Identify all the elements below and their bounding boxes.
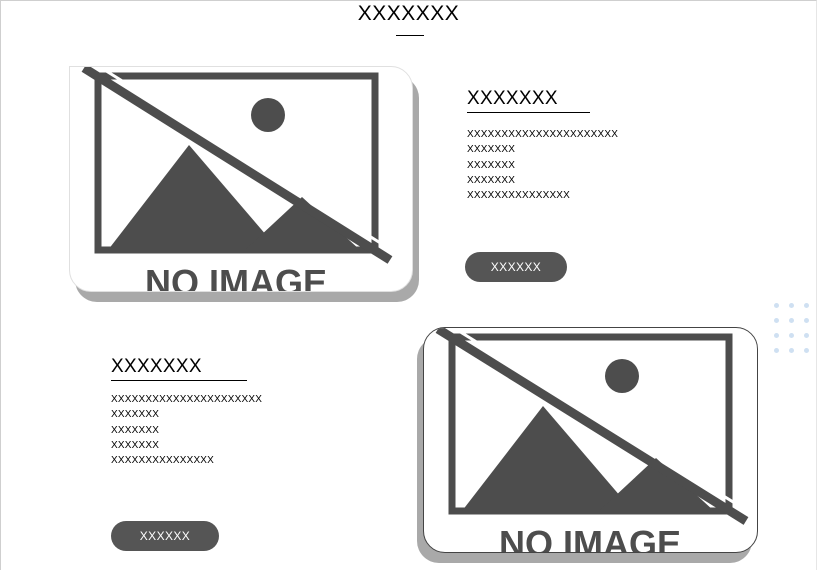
feature-text-line: XXXXXXXXXXXXXXXXXXXXXX <box>467 129 619 140</box>
no-image-text: NO IMAGE <box>499 523 681 552</box>
feature-text-line: XXXXXXX <box>467 159 516 171</box>
feature-text-line: XXXXXXXXXXXXXXXXXXXXXX <box>111 394 263 405</box>
no-image-text: NO IMAGE <box>145 262 327 291</box>
feature-text-line: XXXXXXXXXXXXXXX <box>467 190 571 202</box>
no-image-icon: NO IMAGE <box>81 67 393 291</box>
feature-text-line: XXXXXXX <box>111 409 160 421</box>
feature-heading-1: XXXXXXX <box>467 88 558 109</box>
no-image-icon: NO IMAGE <box>435 328 749 552</box>
feature-rule-1 <box>467 112 590 113</box>
feature-image-1: NO IMAGE <box>69 66 413 292</box>
dot-grid-decoration <box>772 303 816 365</box>
feature-image-2: NO IMAGE <box>423 327 758 553</box>
feature-text-1: XXXXXXXXXXXXXXXXXXXXXX XXXXXXX XXXXXXX X… <box>467 127 618 203</box>
feature-button-2[interactable]: XXXXXX <box>111 521 219 551</box>
title-underline <box>396 35 424 36</box>
feature-rule-2 <box>111 380 247 381</box>
feature-text-line: XXXXXXX <box>111 439 160 451</box>
feature-text-line: XXXXXXX <box>111 424 160 436</box>
feature-text-line: XXXXXXXXXXXXXXX <box>111 455 215 467</box>
feature-text-line: XXXXXXX <box>467 144 516 156</box>
page-title: XXXXXXX <box>357 2 460 25</box>
feature-heading-2: XXXXXXX <box>111 356 202 377</box>
feature-text-line: XXXXXXX <box>467 174 516 186</box>
feature-text-2: XXXXXXXXXXXXXXXXXXXXXX XXXXXXX XXXXXXX X… <box>111 392 262 468</box>
feature-button-1[interactable]: XXXXXX <box>465 252 567 282</box>
